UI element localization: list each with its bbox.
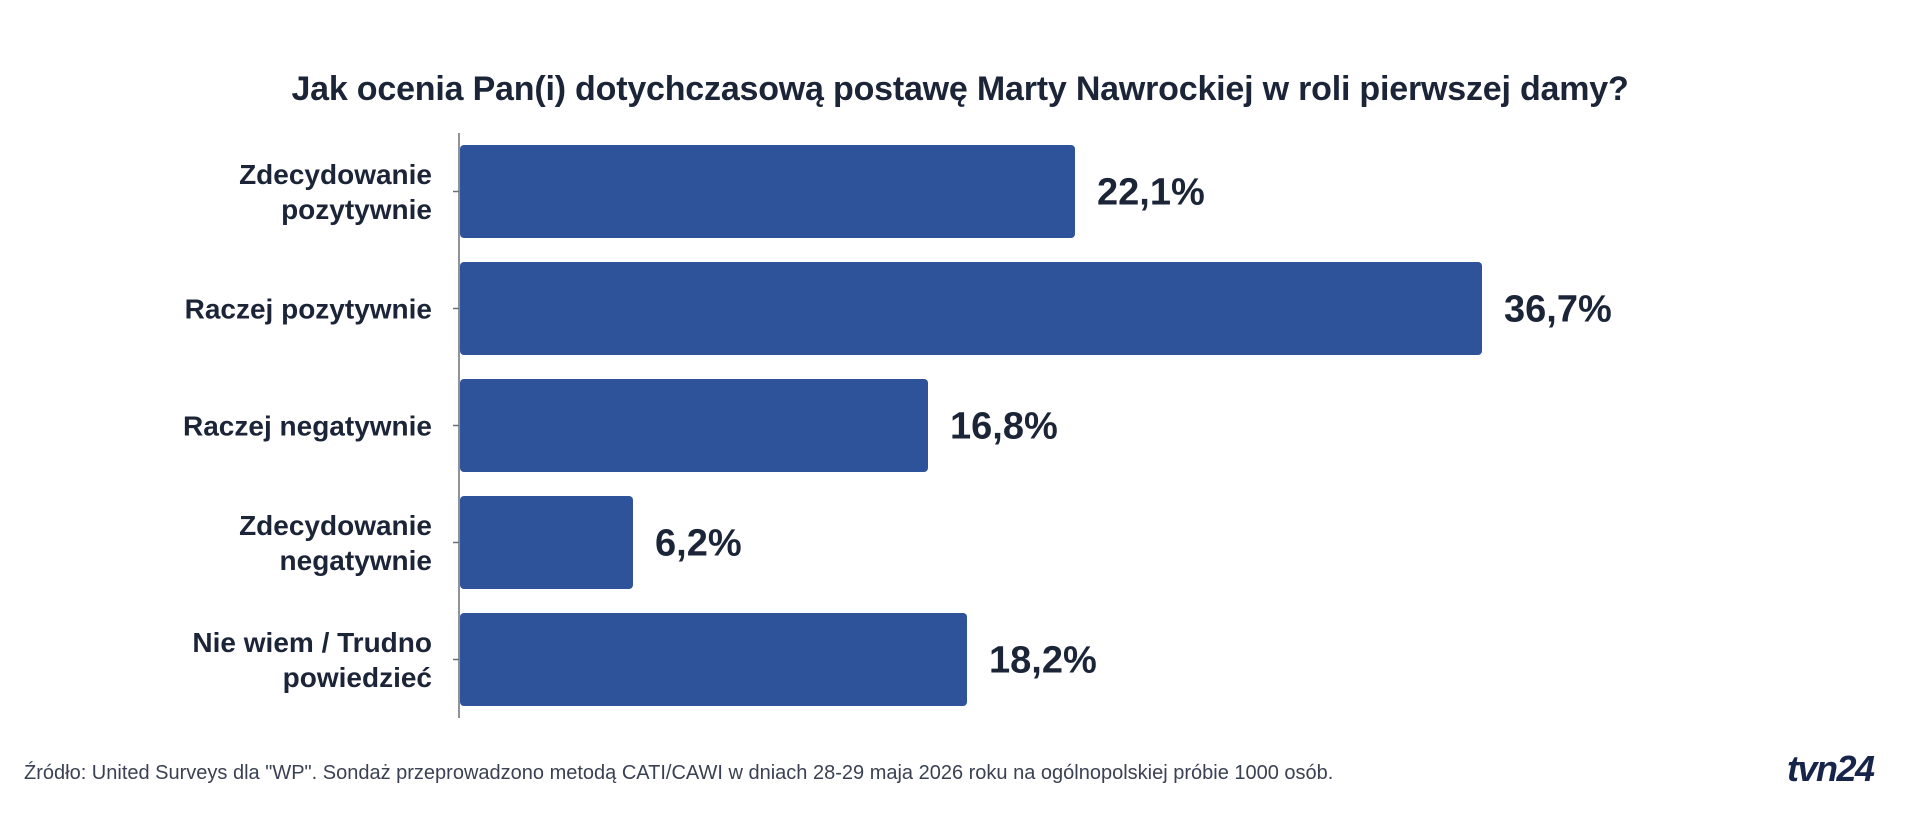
bar-4 — [460, 613, 967, 706]
data-label-3: 6,2% — [655, 523, 742, 565]
category-label-4: Nie wiem / Trudno powiedzieć — [192, 627, 432, 693]
category-label-line: negatywnie — [280, 545, 432, 576]
bar-1 — [460, 262, 1482, 355]
category-label-2: Raczej negatywnie — [183, 411, 432, 442]
category-label-line: pozytywnie — [281, 194, 432, 225]
data-label-2: 16,8% — [950, 406, 1058, 448]
chart-title: Jak ocenia Pan(i) dotychczasową postawę … — [291, 70, 1629, 108]
bar-0 — [460, 145, 1075, 238]
data-label-1: 36,7% — [1504, 289, 1612, 331]
category-label-line: Zdecydowanie — [239, 159, 432, 190]
data-label-0: 22,1% — [1097, 172, 1205, 214]
bar-3 — [460, 496, 633, 589]
category-label-3: Zdecydowanie negatywnie — [239, 510, 432, 576]
category-label-line: Zdecydowanie — [239, 510, 432, 541]
data-label-4: 18,2% — [989, 640, 1097, 682]
category-label-1: Raczej pozytywnie — [185, 294, 432, 325]
source-note: Źródło: United Surveys dla "WP". Sondaż … — [24, 762, 1334, 784]
tvn24-logo: tvn24 — [1787, 748, 1875, 789]
category-label-line: Raczej negatywnie — [183, 411, 432, 442]
bar-2 — [460, 379, 928, 472]
category-label-line: powiedzieć — [283, 662, 432, 693]
category-label-0: Zdecydowanie pozytywnie — [239, 159, 432, 225]
category-label-line: Nie wiem / Trudno — [192, 627, 432, 658]
category-label-line: Raczej pozytywnie — [185, 294, 432, 325]
bar-chart: Zdecydowanie pozytywnie 22,1% Raczej pozyty… — [183, 133, 1612, 718]
bars-layer: Zdecydowanie pozytywnie 22,1% Raczej pozyty… — [183, 145, 1612, 706]
